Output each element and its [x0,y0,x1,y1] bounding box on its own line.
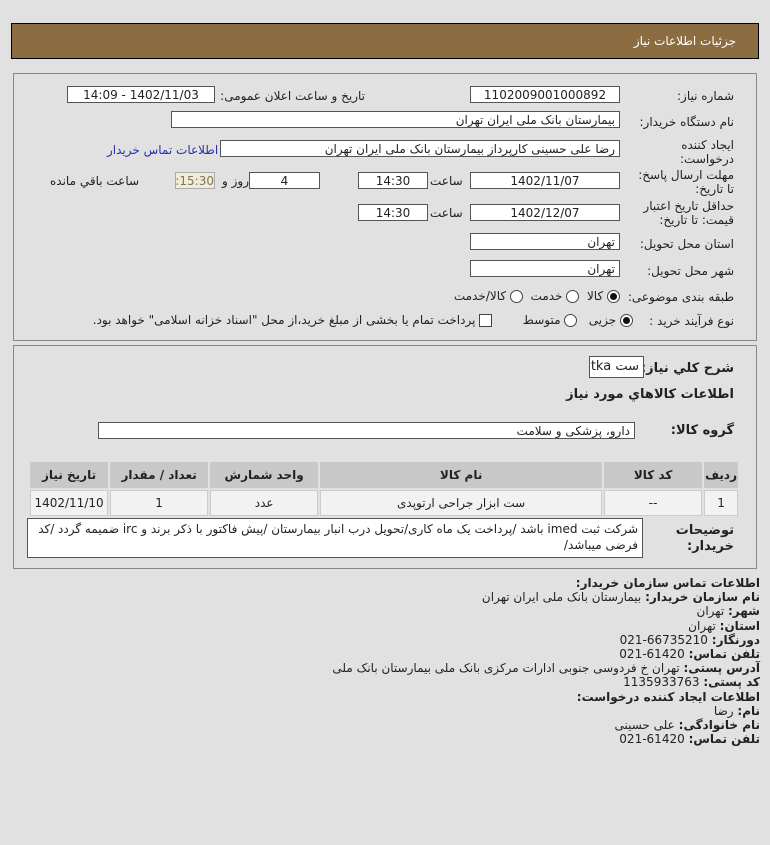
col-row: ردیف [704,462,738,488]
contact-heading: اطلاعات تماس سازمان خریدار: [575,576,760,590]
category-option-goods: کالا [586,289,604,303]
category-radio-goods[interactable] [607,290,620,303]
goods-heading: اطلاعات كالاهاي مورد نياز [566,387,734,402]
validity-label: حداقل تاریخ اعتبار [643,199,734,213]
category-radio-both[interactable] [509,290,523,303]
col-date: تاریخ نیاز [30,462,109,488]
treasury-payment-checkbox[interactable] [479,314,493,327]
summary-label: شرح كلي نياز: [640,361,734,376]
cell-qty: 1 [110,490,209,516]
page-title: جزئیات اطلاعات نیاز [633,34,736,48]
creator-heading: اطلاعات ایجاد کننده درخواست: [576,689,760,704]
creator-label-2: درخواست: [680,152,734,166]
contact-section: اطلاعات تماس سازمان خریدار: نام سازمان خ… [332,576,760,746]
category-radio-group: کالا خدمت کالا/خدمت [454,289,620,303]
deadline-label-2: تا تاریخ: [695,182,734,196]
org-value: بیمارستان بانک ملی ایران تهران [481,590,642,605]
postal-value: 1135933763 [623,675,700,690]
validity-time-field[interactable]: 14:30 [358,204,428,221]
city-label: شهر: [728,604,760,619]
category-label: طبقه بندی موضوعی: [627,290,734,304]
cell-date: 1402/11/10 [30,490,109,516]
phone-value: 61420-021 [619,647,685,662]
address-label: آدرس پستی: [683,661,760,676]
address-value: تهران خ فردوسی جنوبی ادارات مرکزی بانک م… [332,661,680,676]
page-header: جزئیات اطلاعات نیاز [11,23,759,59]
buyer-field[interactable]: بیمارستان بانک ملی ایران تهران [171,111,620,128]
col-code: کد کالا [604,462,703,488]
fax-value: 66735210-021 [619,632,708,647]
validity-time-label: ساعت [430,206,463,220]
process-radio-group: جزیی متوسط پرداخت تمام یا بخشی از مبلغ خ… [93,313,633,327]
process-radio-minor[interactable] [620,314,633,327]
deadline-label: مهلت ارسال پاسخ: [638,168,734,182]
col-name: نام کالا [320,462,603,488]
summary-field[interactable]: ست tka [589,356,644,378]
postal-label: کد پستی: [703,675,760,690]
validity-date-field[interactable]: 1402/12/07 [470,204,620,221]
need-number-label: شماره نیاز: [677,89,734,103]
province-value: تهران [688,618,716,633]
city-label: شهر محل تحویل: [647,264,734,278]
remaining-time-field: 00:15:30 [175,172,215,189]
category-option-both: کالا/خدمت [453,289,507,303]
buyer-contact-link[interactable]: اطلاعات تماس خریدار [107,143,219,157]
city-value: تهران [696,604,725,619]
deadline-time-field[interactable]: 14:30 [358,172,428,189]
description-field[interactable]: شرکت ثبت imed باشد /پرداخت یک ماه کاری/ت… [27,518,643,558]
goods-table: ردیف کد کالا نام کالا واحد شمارش تعداد /… [28,460,740,518]
group-field[interactable]: دارو، پزشکی و سلامت [98,422,635,439]
buyer-label: نام دستگاه خریدار: [639,115,735,129]
table-header-row: ردیف کد کالا نام کالا واحد شمارش تعداد /… [30,462,738,488]
process-label: نوع فرآیند خرید : [649,314,734,328]
family-label: نام خانوادگی: [678,718,760,733]
cell-code: -- [604,490,703,516]
process-option-medium: متوسط [522,313,561,327]
announce-field[interactable]: 1402/11/03 - 14:09 [67,86,215,103]
province-label: استان: [719,618,760,633]
creator-label: ایجاد کننده [681,138,734,152]
col-unit: واحد شمارش [210,462,319,488]
category-radio-service[interactable] [566,290,580,303]
cell-name: ست ابزار جراحی ارتوپدی [320,490,603,516]
creator-phone-label: تلفن تماس: [688,732,760,747]
announce-label: تاریخ و ساعت اعلان عمومی: [220,89,365,103]
fax-label: دورنگار: [711,632,760,647]
creator-phone-value: 61420-021 [619,732,685,747]
process-radio-medium[interactable] [564,314,578,327]
need-number-field[interactable]: 1102009001000892 [470,86,620,103]
province-field[interactable]: تهران [470,233,620,250]
creator-field[interactable]: رضا علی حسینی کارپرداز بیمارستان بانک مل… [220,140,620,157]
deadline-time-label: ساعت [430,174,463,188]
family-value: علی حسینی [614,718,675,733]
col-qty: تعداد / مقدار [110,462,209,488]
remaining-label: ساعت باقي مانده [50,174,140,188]
description-label-2: خریدار: [687,539,734,554]
org-label: نام سازمان خریدار: [645,590,760,605]
days-label: روز و [222,174,249,188]
province-label: استان محل تحویل: [639,237,734,251]
cell-unit: عدد [210,490,319,516]
description-label: توضیحات [675,523,734,538]
process-option-minor: جزیی [588,313,617,327]
cell-row: 1 [704,490,738,516]
name-label: نام: [737,703,760,718]
name-value: رضا [713,703,734,718]
phone-label: تلفن تماس: [688,647,760,662]
city-field[interactable]: تهران [470,260,620,277]
deadline-date-field[interactable]: 1402/11/07 [470,172,620,189]
days-field[interactable]: 4 [249,172,320,189]
treasury-payment-note: پرداخت تمام یا بخشی از مبلغ خرید،از محل … [92,313,476,327]
category-option-service: خدمت [530,289,563,303]
table-row[interactable]: 1 -- ست ابزار جراحی ارتوپدی عدد 1 1402/1… [30,490,738,516]
group-label: گروه کالا: [670,423,734,438]
validity-label-2: قیمت: تا تاریخ: [659,213,734,227]
